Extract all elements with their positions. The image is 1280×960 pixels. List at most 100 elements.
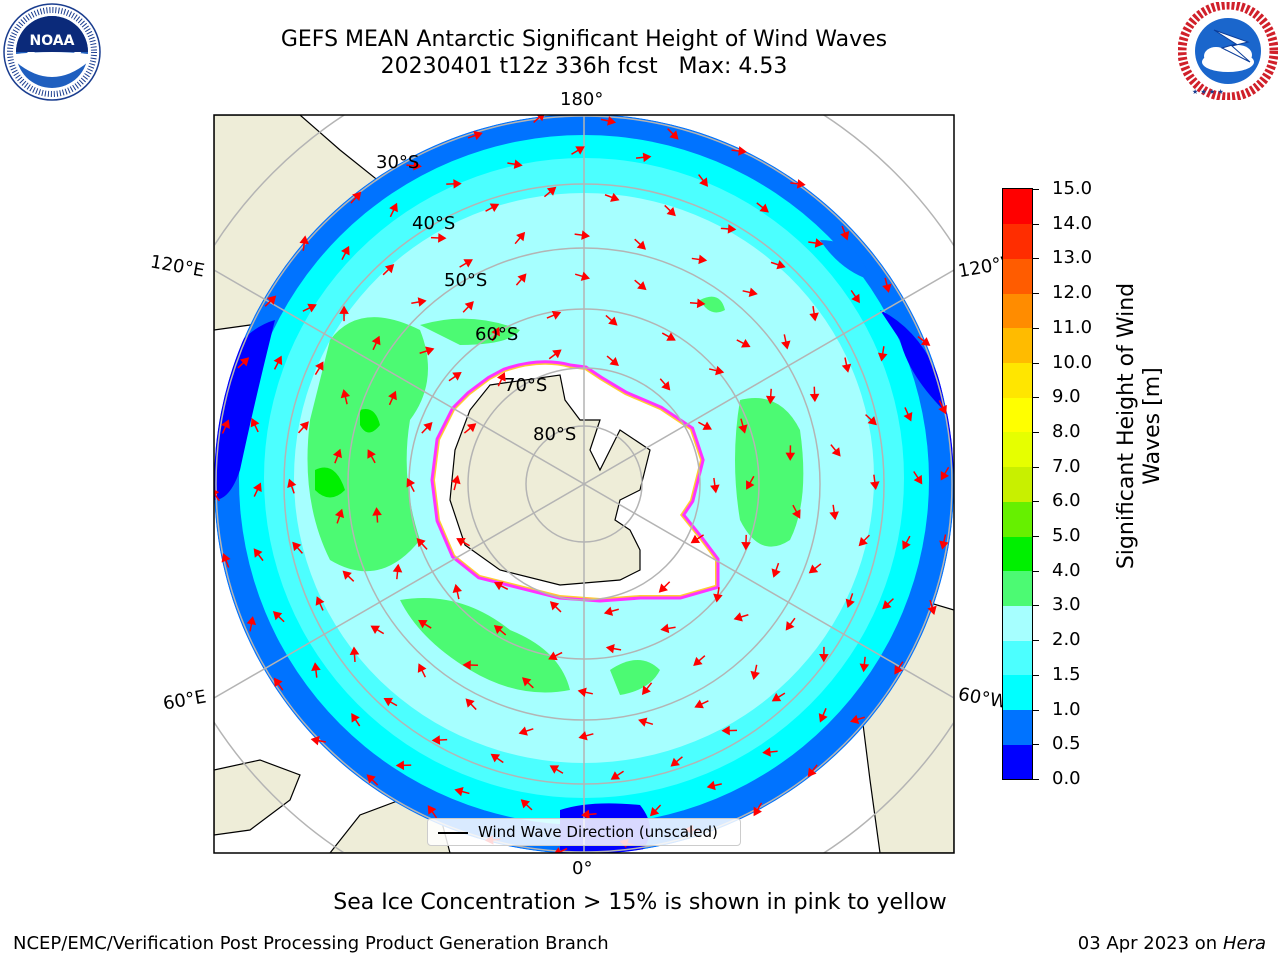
wave-direction-arrowhead <box>610 192 620 202</box>
wave-direction-arrowhead <box>311 662 321 671</box>
wave-direction-arrowhead <box>299 235 309 245</box>
wave-direction-arrowhead <box>715 365 725 376</box>
wave-direction-arrowhead <box>332 448 342 459</box>
wave-direction-arrowhead <box>554 847 562 853</box>
wave-direction-arrowhead <box>666 207 676 217</box>
wave-direction-arrowhead <box>920 337 931 346</box>
wave-direction-arrowhead <box>334 508 345 519</box>
wave-direction-arrowhead <box>796 179 806 189</box>
lat-label-70s: 70°S <box>504 375 548 396</box>
colorbar-tick-label: 2.0 <box>1052 629 1081 651</box>
wave-direction-arrowhead <box>819 654 829 663</box>
wave-direction-arrowhead <box>349 646 360 656</box>
wave-direction-arrowhead <box>841 363 852 373</box>
colorbar-tick-label: 7.0 <box>1052 455 1081 477</box>
wave-direction-arrowhead <box>696 298 706 309</box>
wave-direction-arrowhead <box>762 747 771 757</box>
colorbar-tick <box>1033 674 1039 676</box>
wave-direction-arrowhead <box>666 332 676 341</box>
wave-direction-arrowhead <box>859 663 870 673</box>
wave-direction-arrowhead <box>670 757 680 767</box>
wave-direction-arrowhead <box>638 717 648 727</box>
wave-direction-arrowhead <box>829 511 839 521</box>
colorbar-tick <box>1033 327 1039 329</box>
colorbar-tick-label: 10.0 <box>1052 351 1093 373</box>
colorbar-tick <box>1033 640 1039 642</box>
colorbar-cell <box>1003 362 1032 398</box>
wave-direction-arrowhead <box>451 475 461 485</box>
colorbar-tick <box>1033 570 1039 572</box>
wave-direction-arrowhead <box>342 570 352 580</box>
wave-direction-arrowhead <box>658 583 668 593</box>
wave-direction-arrowhead <box>733 612 743 622</box>
wave-direction-arrow <box>555 847 568 853</box>
wave-direction-arrowhead <box>307 303 317 313</box>
colorbar-tick <box>1033 709 1039 711</box>
wave-direction-arrowhead <box>927 605 937 615</box>
colorbar-cell <box>1003 466 1032 502</box>
colorbar-tick-label: 4.0 <box>1052 559 1081 581</box>
lat-label-50s: 50°S <box>444 270 488 291</box>
colorbar-label: Significant Height of Wind Waves [m] <box>1114 282 1165 570</box>
wave-direction-arrowhead <box>882 283 892 293</box>
wave-direction-arrowhead <box>552 349 562 359</box>
colorbar-tick <box>1033 362 1039 364</box>
wave-direction-arrow <box>533 115 544 124</box>
legend-line-swatch <box>438 832 468 834</box>
wave-direction-arrowhead <box>771 568 781 578</box>
wave-direction-arrowhead <box>352 191 362 201</box>
wave-direction-arrowhead <box>748 287 758 298</box>
wave-direction-arrowhead <box>493 581 504 591</box>
wave-direction-arrowhead <box>902 540 911 550</box>
colorbar-tick-label: 0.0 <box>1052 768 1081 789</box>
wave-direction-arrowhead <box>792 509 801 519</box>
wave-direction-arrowhead <box>413 160 422 171</box>
wave-direction-arrowhead <box>610 771 621 780</box>
wave-direction-arrowhead <box>496 372 506 382</box>
colorbar-tick-label: 11.0 <box>1052 316 1093 338</box>
nws-logo: ★ ★ ★ ★ <box>1178 2 1278 100</box>
wave-direction-arrowhead <box>253 482 262 493</box>
sea-ice-note: Sea Ice Concentration > 15% is shown in … <box>333 890 947 915</box>
wave-direction-arrowhead <box>517 273 527 283</box>
wave-direction-arrowhead <box>417 297 427 307</box>
wave-direction-arrowhead <box>383 697 394 707</box>
wave-direction-arrowhead <box>660 623 670 634</box>
wave-direction-arrowhead <box>698 254 708 265</box>
wave-direction-arrowhead <box>493 625 504 634</box>
colorbar <box>1002 188 1033 780</box>
wave-direction-arrowhead <box>340 389 351 399</box>
wave-direction-arrowhead <box>292 541 302 552</box>
colorbar-cell <box>1003 223 1032 259</box>
wave-direction-arrowhead <box>418 619 428 629</box>
colorbar-cell <box>1003 605 1032 641</box>
wave-direction-arrowhead <box>273 355 283 366</box>
wave-direction-arrowhead <box>577 687 587 697</box>
madagascar-land <box>214 759 301 836</box>
colorbar-cell <box>1003 674 1032 711</box>
wave-direction-arrowhead <box>858 536 868 547</box>
wave-direction-arrowhead <box>465 698 475 708</box>
colorbar-tick <box>1033 744 1039 746</box>
wave-direction-arrowhead <box>750 670 760 680</box>
wave-direction-arrowhead <box>299 421 309 431</box>
wave-direction-arrowhead <box>452 371 462 381</box>
wave-direction-arrowhead <box>851 293 860 304</box>
wave-direction-arrowhead <box>807 767 817 778</box>
wave-direction-arrowhead <box>462 660 471 670</box>
wave-direction-arrowhead <box>882 600 892 610</box>
footer-credit: NCEP/EMC/Verification Post Processing Pr… <box>13 933 609 954</box>
wave-direction-arrowhead <box>520 799 530 809</box>
wave-direction-arrowhead <box>650 807 660 817</box>
colorbar-tick <box>1033 258 1039 260</box>
wave-direction-arrowhead <box>388 390 397 401</box>
wave-direction-arrowhead <box>239 357 250 367</box>
wave-direction-arrowhead <box>741 338 751 348</box>
wave-direction-arrowhead <box>463 259 473 268</box>
lat-label-40s: 40°S <box>412 213 456 234</box>
wave-direction-arrowhead <box>940 471 950 481</box>
wind-wave-arrows <box>214 115 950 853</box>
wave-direction-arrowhead <box>637 281 647 291</box>
wave-direction-arrowhead <box>548 651 558 661</box>
colorbar-tick <box>1033 397 1039 399</box>
